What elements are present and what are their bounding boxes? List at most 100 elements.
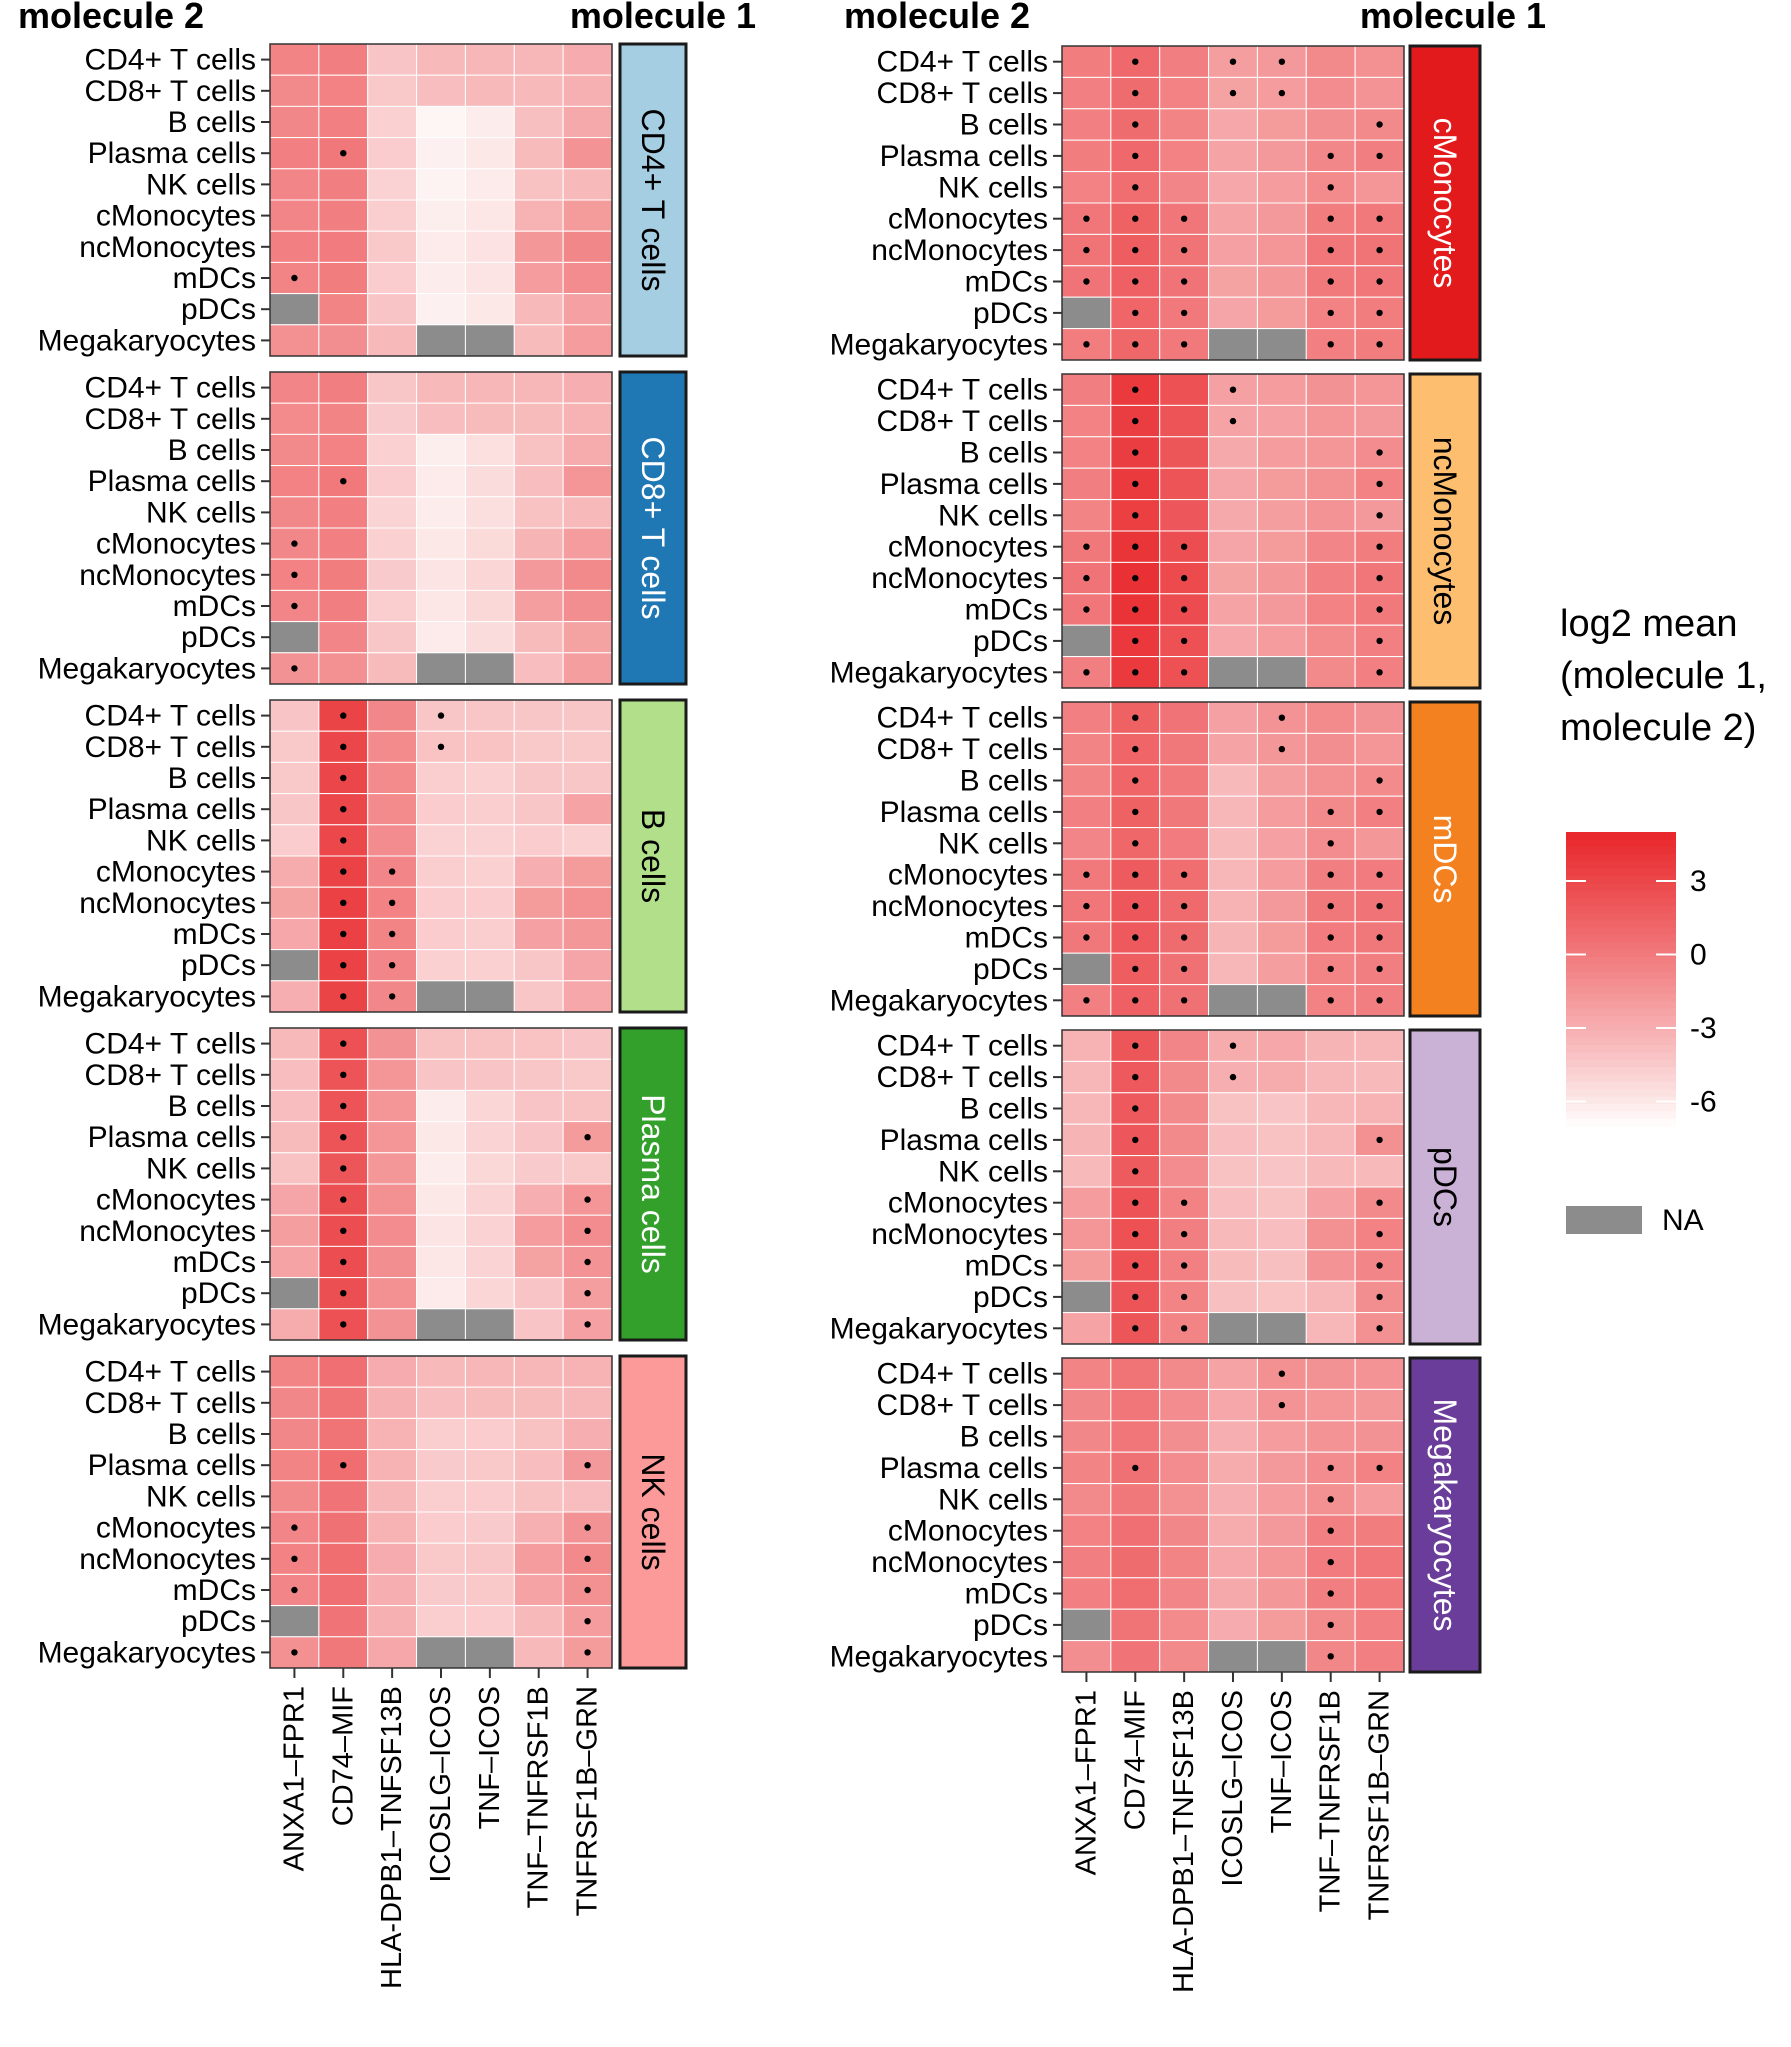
heatmap-cell (1061, 1155, 1112, 1188)
heatmap-cell (1061, 108, 1112, 141)
heatmap-cell (367, 621, 418, 654)
heatmap-cell (513, 558, 564, 591)
heatmap-cell (464, 1636, 515, 1669)
heatmap-cell (269, 371, 320, 404)
heatmap-cell (269, 1277, 320, 1310)
legend-gradient-step (1566, 1008, 1676, 1017)
heatmap-cell (1061, 76, 1112, 110)
heatmap-cell (1354, 76, 1405, 110)
heatmap-cell (367, 1511, 418, 1544)
heatmap-cell (1159, 1451, 1210, 1485)
row-label: cMonocytes (96, 856, 256, 889)
row-label: ncMonocytes (79, 1543, 256, 1576)
row-label: ncMonocytes (871, 562, 1048, 595)
row-label: CD4+ T cells (85, 372, 256, 405)
heatmap-cell (367, 730, 418, 763)
row-label: Megakaryocytes (830, 656, 1048, 689)
heatmap-cell (416, 855, 466, 888)
significance-dot (1132, 997, 1139, 1004)
heatmap-cell (416, 1027, 466, 1060)
significance-dot (388, 930, 396, 938)
heatmap-cell (318, 621, 369, 654)
heatmap-cell (562, 168, 613, 201)
heatmap-cell (1208, 1280, 1258, 1314)
heatmap-cell (513, 527, 564, 560)
strip-ncmonocytes (1408, 372, 1482, 690)
heatmap-cell (1305, 701, 1356, 734)
heatmap-cell (513, 1511, 564, 1544)
significance-dot (1180, 934, 1188, 941)
column-label: ANXA1–FPR1 (1070, 1690, 1102, 1875)
significance-dot (340, 930, 347, 938)
heatmap-cell (367, 824, 418, 857)
significance-dot (1132, 1136, 1139, 1144)
heatmap-cell (513, 980, 564, 1013)
strip-label-plasma-cells: Plasma cells (635, 1094, 671, 1274)
heatmap-cell (367, 1636, 418, 1669)
heatmap-cell (1208, 593, 1258, 626)
row-label: B cells (960, 1093, 1048, 1126)
heatmap-cell (269, 761, 320, 795)
heatmap-cell (562, 199, 613, 232)
heatmap-cell (416, 402, 466, 435)
heatmap-cell (416, 1058, 466, 1091)
heatmap-cell (562, 855, 613, 888)
heatmap-cell (513, 261, 564, 295)
heatmap-cell (416, 1449, 466, 1482)
heatmap-cell (318, 168, 369, 201)
legend-gradient-step (1566, 898, 1676, 907)
significance-dot (1132, 745, 1139, 753)
significance-dot (1327, 997, 1334, 1004)
heatmap-cell (1159, 1577, 1210, 1610)
significance-dot (1083, 215, 1090, 222)
heatmap-cell (562, 730, 613, 763)
heatmap-cell (416, 293, 466, 326)
significance-dot (1083, 669, 1090, 676)
row-label: Megakaryocytes (830, 328, 1048, 361)
heatmap-cell (513, 1480, 564, 1513)
row-label: pDCs (181, 1605, 256, 1638)
heatmap-cell (1061, 1640, 1112, 1673)
heatmap-cell (367, 293, 418, 326)
heatmap-cell (1061, 499, 1112, 532)
row-label: pDCs (973, 953, 1048, 986)
heatmap-cell (1256, 1451, 1307, 1485)
significance-dot (1132, 871, 1139, 878)
legend-gradient-step (1566, 979, 1676, 987)
row-label: Megakaryocytes (830, 1312, 1048, 1345)
significance-dot (340, 1227, 347, 1235)
heatmap-cell (269, 1058, 320, 1091)
heatmap-cell (1208, 1640, 1258, 1673)
significance-dot (1376, 1230, 1383, 1238)
heatmap-cell (562, 293, 613, 326)
panel-border (1061, 373, 1405, 689)
significance-dot (1376, 1293, 1383, 1301)
heatmap-cell (513, 1355, 564, 1388)
heatmap-cell (562, 1089, 613, 1123)
significance-dot (1180, 606, 1188, 613)
heatmap-cell (513, 465, 564, 498)
heatmap-cell (269, 1183, 320, 1216)
heatmap-cell (1061, 1060, 1112, 1094)
heatmap-cell (1208, 171, 1258, 204)
significance-dot (437, 712, 445, 719)
heatmap-cell (1208, 889, 1258, 923)
legend-gradient-step (1566, 1089, 1676, 1098)
heatmap-cell (1305, 593, 1356, 626)
header-molecule2-left: molecule 2 (18, 0, 204, 36)
heatmap-cell (1354, 1640, 1405, 1673)
heatmap-cell (513, 105, 564, 139)
heatmap-cell (464, 371, 515, 404)
heatmap-cell (513, 793, 564, 826)
heatmap-cell (1208, 202, 1258, 235)
heatmap-cell (513, 1386, 564, 1419)
row-label: Plasma cells (880, 796, 1048, 829)
heatmap-cell (416, 43, 466, 76)
heatmap-cell (1256, 889, 1307, 923)
heatmap-cell (318, 1417, 369, 1451)
row-label: CD4+ T cells (877, 46, 1048, 79)
heatmap-cell (367, 465, 418, 498)
significance-dot (1376, 309, 1383, 317)
